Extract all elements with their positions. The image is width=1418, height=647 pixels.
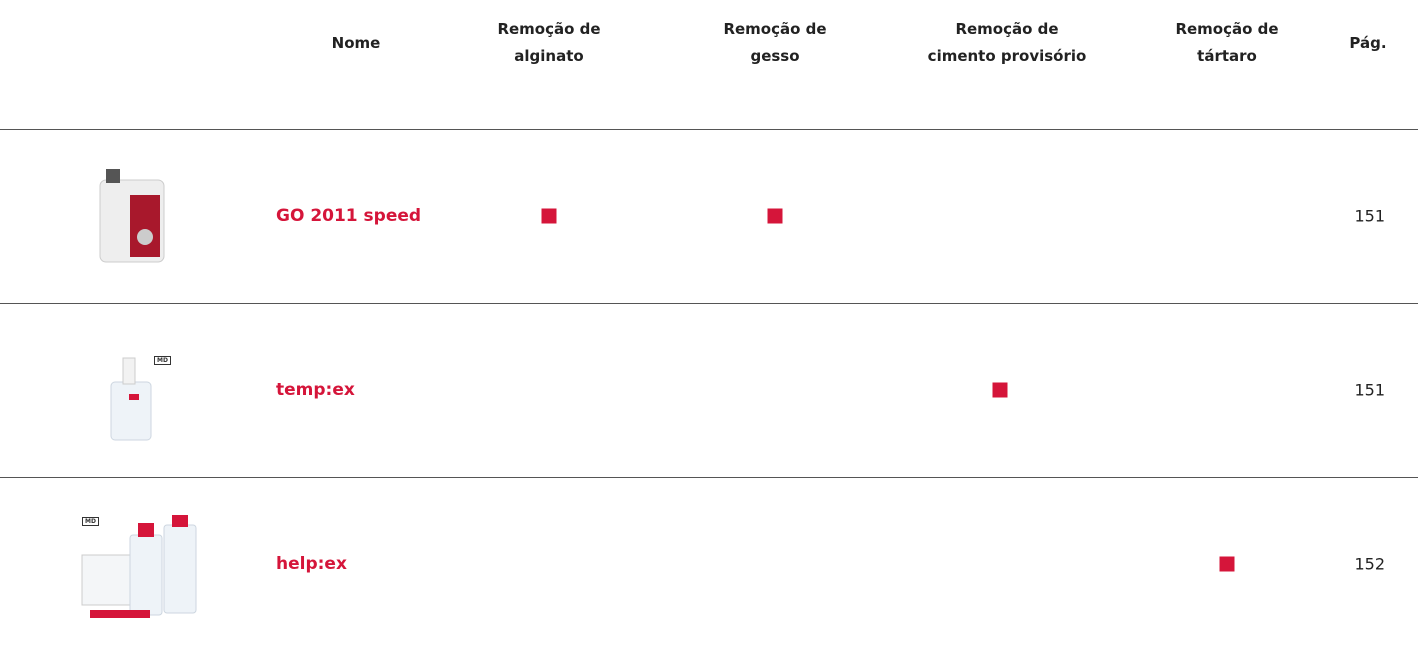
product-name: help:ex	[276, 554, 347, 574]
product-name: temp:ex	[276, 380, 355, 400]
product-name: GO 2011 speed	[276, 206, 422, 226]
check-mark	[541, 208, 557, 224]
row-divider	[0, 129, 1418, 130]
product-image	[81, 515, 197, 618]
check-mark	[767, 208, 783, 224]
column-header: Remoção de cimento provisório	[927, 20, 1087, 65]
column-header: Remoção de tártaro	[1175, 20, 1279, 65]
badge: MD	[154, 356, 171, 365]
column-header: Pág.	[1349, 34, 1387, 52]
column-header: Nome	[331, 34, 381, 52]
column-header: Remoção de gesso	[723, 20, 827, 65]
row-divider	[0, 477, 1418, 478]
check-mark	[992, 382, 1008, 398]
column-header: Remoção de alginato	[497, 20, 601, 65]
row-divider	[0, 303, 1418, 304]
product-image	[110, 357, 152, 441]
page-number: 151	[1354, 206, 1385, 226]
check-mark	[1219, 556, 1235, 572]
product-image	[99, 169, 165, 263]
page-number: 151	[1354, 380, 1385, 400]
badge: MD	[82, 517, 99, 526]
page-number: 152	[1354, 554, 1385, 574]
